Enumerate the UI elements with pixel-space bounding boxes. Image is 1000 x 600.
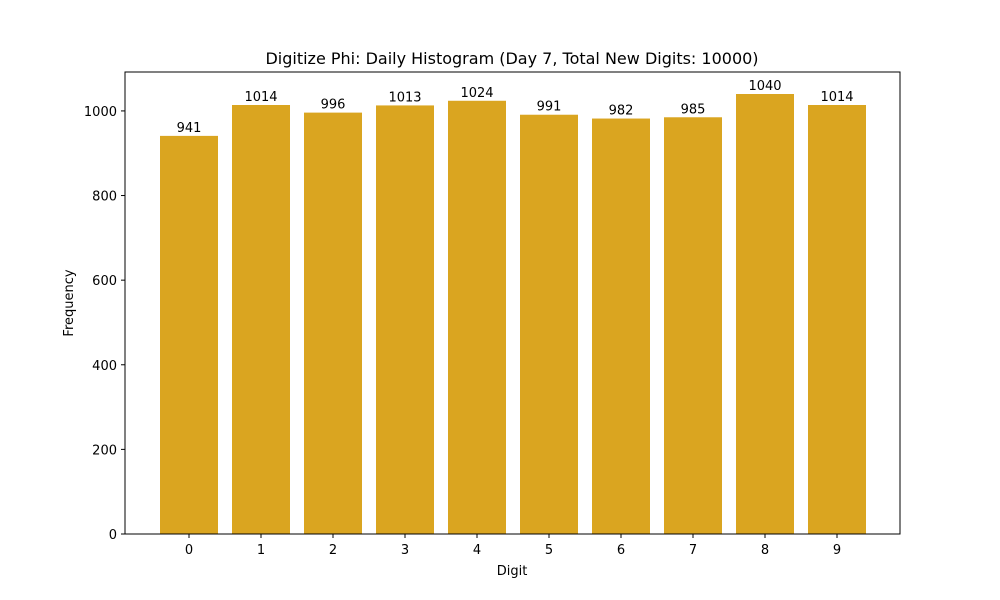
bar-digit-9 bbox=[808, 105, 866, 534]
y-tick-label: 400 bbox=[92, 359, 117, 374]
axes-frame bbox=[124, 71, 901, 535]
y-axis-label: Frequency bbox=[62, 269, 77, 336]
x-tick-label: 2 bbox=[329, 543, 337, 558]
bar-digit-3 bbox=[376, 105, 434, 534]
bar-digit-4 bbox=[448, 100, 506, 535]
y-tick-label: 600 bbox=[92, 274, 117, 289]
bar-digit-0 bbox=[160, 135, 218, 534]
x-tick-label: 8 bbox=[761, 543, 769, 558]
bar-value-label: 996 bbox=[321, 98, 346, 113]
y-axis-ticks: 0 200 400 600 800 1000 bbox=[84, 105, 125, 543]
bar-value-label: 1013 bbox=[388, 90, 421, 105]
y-tick-label: 800 bbox=[92, 190, 117, 205]
x-tick-label: 6 bbox=[617, 543, 625, 558]
bar-value-label: 1014 bbox=[244, 90, 277, 105]
chart-title: Digitize Phi: Daily Histogram (Day 7, To… bbox=[265, 49, 758, 68]
x-axis-label: Digit bbox=[497, 564, 528, 579]
x-tick-label: 5 bbox=[545, 543, 553, 558]
bar-value-label: 941 bbox=[177, 121, 202, 136]
bar-digit-8 bbox=[736, 94, 794, 534]
y-tick-label: 1000 bbox=[84, 105, 117, 120]
x-tick-label: 7 bbox=[689, 543, 697, 558]
bar-value-label: 1040 bbox=[748, 79, 781, 94]
bar-value-label: 985 bbox=[681, 102, 706, 117]
x-axis-ticks: 0 1 2 3 4 5 6 7 8 9 bbox=[185, 534, 841, 558]
bar-digit-1 bbox=[232, 105, 290, 534]
bar-value-label: 982 bbox=[609, 104, 634, 119]
x-tick-label: 1 bbox=[257, 543, 265, 558]
bar-digit-5 bbox=[520, 114, 578, 534]
bars-group: 941 1014 996 1013 1024 991 982 985 1040 1014 bbox=[160, 79, 866, 535]
bar-digit-2 bbox=[304, 112, 362, 534]
bar-value-label: 1014 bbox=[820, 90, 853, 105]
x-tick-label: 3 bbox=[401, 543, 409, 558]
x-tick-label: 9 bbox=[833, 543, 841, 558]
bar-value-label: 1024 bbox=[460, 86, 493, 101]
x-tick-label: 0 bbox=[185, 543, 193, 558]
bar-digit-7 bbox=[664, 117, 722, 535]
y-tick-label: 0 bbox=[109, 528, 117, 543]
x-tick-label: 4 bbox=[473, 543, 481, 558]
bar-value-label: 991 bbox=[537, 100, 562, 115]
bar-digit-6 bbox=[592, 118, 650, 535]
y-tick-label: 200 bbox=[92, 443, 117, 458]
